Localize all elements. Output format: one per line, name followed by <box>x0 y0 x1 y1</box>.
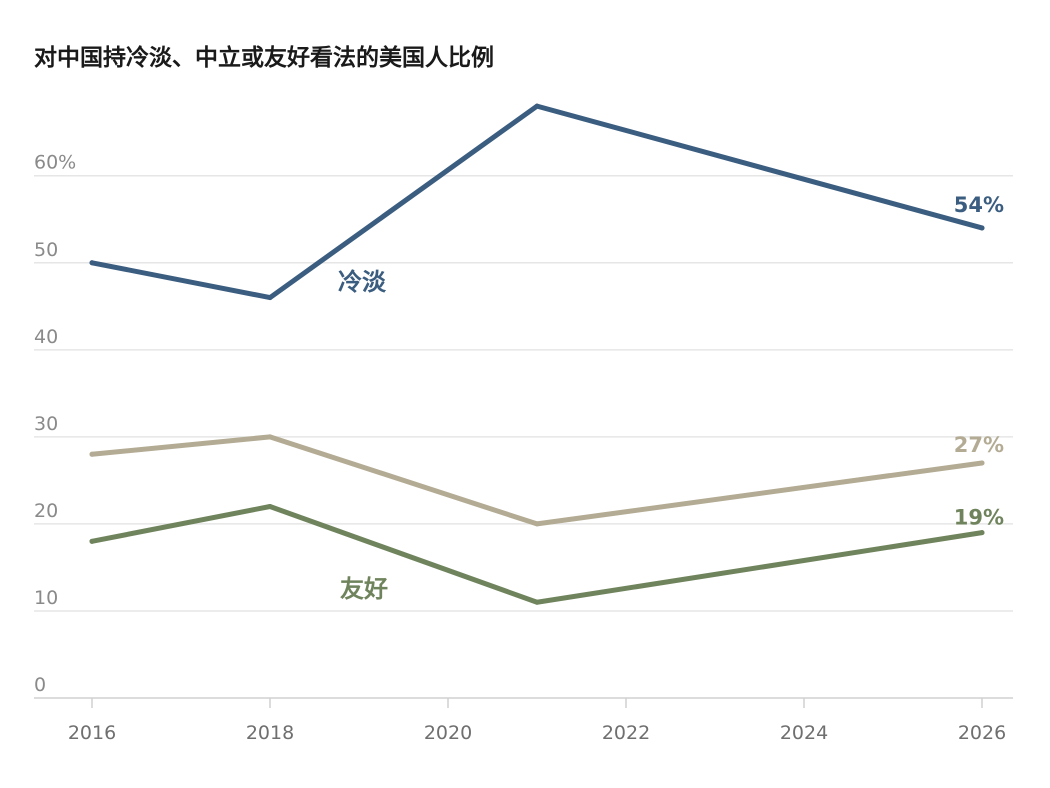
x-tick-label: 2020 <box>424 722 472 744</box>
series-line-neutral <box>89 434 985 527</box>
series-layer <box>89 103 985 605</box>
data-point-neutral <box>267 434 273 440</box>
data-point-neutral <box>89 451 95 457</box>
data-point-neutral <box>534 521 540 527</box>
axis-layer: 0 10 20 30 40 50 60% 2016 2018 2020 2022 2024 2026 <box>34 152 1013 744</box>
series-line-warm <box>89 504 985 605</box>
data-point-warm <box>267 504 273 510</box>
data-point-cold <box>267 295 273 301</box>
x-tick-label: 2022 <box>602 722 650 744</box>
x-tick-label: 2016 <box>68 722 116 744</box>
y-tick-label: 30 <box>34 413 58 435</box>
x-tick-label: 2024 <box>780 722 828 744</box>
chart-title: 对中国持冷淡、中立或友好看法的美国人比例 <box>34 45 494 71</box>
data-point-cold <box>979 225 985 231</box>
data-point-warm <box>979 530 985 536</box>
end-label-cold: 54% <box>954 193 1004 217</box>
y-tick-label: 10 <box>34 587 58 609</box>
data-point-cold <box>534 103 540 109</box>
y-tick-label: 0 <box>34 674 46 696</box>
y-tick-label: 40 <box>34 326 58 348</box>
data-point-warm <box>534 599 540 605</box>
y-tick-label: 20 <box>34 500 58 522</box>
x-tick-label: 2026 <box>958 722 1006 744</box>
series-line-cold <box>89 103 985 301</box>
x-tick-label: 2018 <box>246 722 294 744</box>
data-point-cold <box>89 260 95 266</box>
data-point-warm <box>89 538 95 544</box>
end-label-neutral: 27% <box>954 433 1004 457</box>
series-name-cold: 冷淡 <box>338 268 387 296</box>
grid-layer <box>34 174 1013 612</box>
y-tick-label: 60% <box>34 152 76 174</box>
series-name-warm: 友好 <box>340 575 388 603</box>
y-tick-label: 50 <box>34 239 58 261</box>
data-point-neutral <box>979 460 985 466</box>
end-label-warm: 19% <box>954 506 1004 530</box>
